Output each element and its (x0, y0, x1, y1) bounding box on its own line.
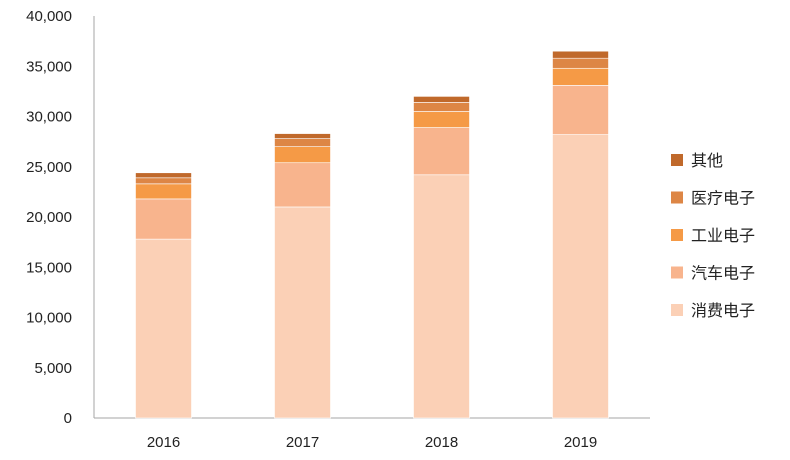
y-tick-label: 40,000 (26, 8, 72, 25)
bar-segment (135, 177, 192, 185)
x-tick-label: 2018 (425, 434, 458, 451)
bar-segment (135, 183, 192, 200)
legend-label: 汽车电子 (691, 264, 755, 283)
y-tick-label: 0 (64, 410, 72, 427)
y-tick-label: 5,000 (34, 360, 72, 377)
bar-segment (413, 174, 470, 419)
legend-label: 消费电子 (691, 301, 755, 320)
bar-segment (274, 162, 331, 208)
legend-label: 其他 (691, 151, 723, 170)
bar-segment (274, 206, 331, 419)
legend-swatch (671, 304, 683, 316)
bar-segment (552, 85, 609, 135)
bar-segment (135, 198, 192, 240)
x-tick-label: 2019 (564, 434, 597, 451)
y-tick-label: 30,000 (26, 109, 72, 126)
y-tick-label: 10,000 (26, 310, 72, 327)
bar-segment (274, 146, 331, 164)
x-axis-tick-labels: 2016 2017 2018 2019 (147, 434, 597, 451)
bar-segment (413, 102, 470, 112)
y-axis-tick-labels: 0 5,000 10,000 15,000 20,000 25,000 30,000 35,0… (26, 8, 72, 427)
bar-segment (413, 96, 470, 103)
bar-segment (135, 238, 192, 419)
legend-label: 医疗电子 (691, 189, 755, 208)
x-tick-label: 2016 (147, 434, 180, 451)
y-tick-label: 25,000 (26, 159, 72, 176)
bar-segment (552, 67, 609, 86)
bar-segment (552, 50, 609, 59)
legend-swatch (671, 154, 683, 166)
legend-swatch (671, 229, 683, 241)
bars (135, 50, 609, 419)
legend-swatch (671, 191, 683, 204)
y-tick-label: 20,000 (26, 209, 72, 226)
bar-segment (413, 127, 470, 176)
bar-segment (274, 133, 331, 139)
bar-segment (552, 57, 609, 69)
y-tick-label: 15,000 (26, 259, 72, 276)
y-tick-label: 35,000 (26, 58, 72, 75)
bar-segment (274, 138, 331, 147)
bar-segment (413, 111, 470, 128)
legend-swatch (671, 266, 683, 279)
bar-segment (552, 134, 609, 419)
bar-segment (135, 172, 192, 179)
legend-label: 工业电子 (691, 226, 755, 245)
x-tick-label: 2017 (286, 434, 319, 451)
